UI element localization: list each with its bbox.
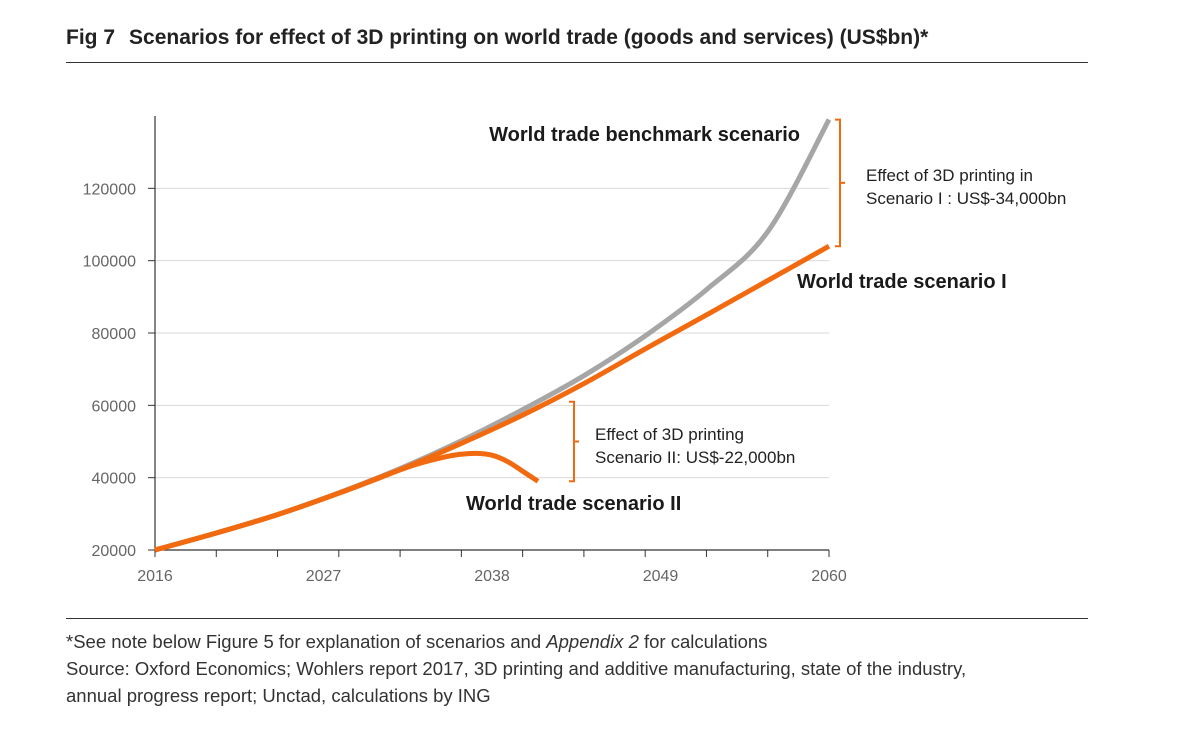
footer-rule [66, 618, 1088, 619]
x-tick-label-2060: 2060 [811, 568, 847, 585]
x-tick-label-2016: 2016 [137, 568, 173, 585]
figure-number: Fig 7 [66, 26, 116, 49]
y-tick-label-40000: 40000 [92, 471, 137, 488]
note-suffix: for calculations [638, 631, 768, 652]
axes [148, 116, 830, 557]
figure-title: Fig 7 Scenarios for effect of 3D printing… [66, 26, 928, 50]
figure-title-text: Scenarios for effect of 3D printing on w… [129, 26, 929, 49]
x-tick-label-2049: 2049 [643, 568, 679, 585]
bracket-effect-scenario-1 [835, 118, 845, 248]
line-chart: 20000 40000 60000 80000 100000 120000 2016 202… [83, 116, 1066, 585]
title-rule [66, 62, 1088, 63]
bracket-effect-scenario-2 [569, 400, 579, 483]
y-tick-label-120000: 120000 [83, 181, 136, 198]
label-scenario-2: World trade scenario II [466, 493, 681, 515]
series-line-scenario1 [154, 244, 831, 553]
annotations: World trade benchmark scenario World trad… [466, 118, 1066, 515]
source-line-1: Source: Oxford Economics; Wohlers report… [66, 658, 967, 679]
x-tick-label-2038: 2038 [474, 568, 510, 585]
scenario-note: *See note below Figure 5 for explanation… [66, 628, 966, 655]
y-tick-label-20000: 20000 [92, 543, 137, 560]
y-tick-labels: 20000 40000 60000 80000 100000 120000 [83, 181, 136, 560]
y-tick-label-100000: 100000 [83, 254, 136, 271]
footnotes: *See note below Figure 5 for explanation… [66, 628, 966, 709]
series-lines [154, 118, 832, 553]
x-tick-label-2027: 2027 [306, 568, 342, 585]
effect-note-scenario-2-line-2: Scenario II: US$-22,000bn [595, 448, 795, 467]
note-appendix: Appendix 2 [546, 631, 639, 652]
effect-note-scenario-2-line-1: Effect of 3D printing [595, 425, 744, 444]
label-benchmark-scenario: World trade benchmark scenario [489, 124, 800, 146]
effect-note-scenario-1-line-1: Effect of 3D printing in [866, 166, 1033, 185]
series-line-benchmark [154, 118, 832, 553]
y-tick-label-60000: 60000 [92, 398, 137, 415]
gridlines [155, 187, 829, 479]
effect-note-scenario-1-line-2: Scenario I : US$-34,000bn [866, 189, 1066, 208]
note-prefix: *See note below Figure 5 for explanation… [66, 631, 547, 652]
label-scenario-1: World trade scenario I [797, 271, 1007, 293]
y-tick-label-80000: 80000 [92, 326, 137, 343]
source-line-2: annual progress report; Unctad, calculat… [66, 685, 491, 706]
x-tick-labels: 2016 2027 2038 2049 2060 [137, 568, 847, 585]
